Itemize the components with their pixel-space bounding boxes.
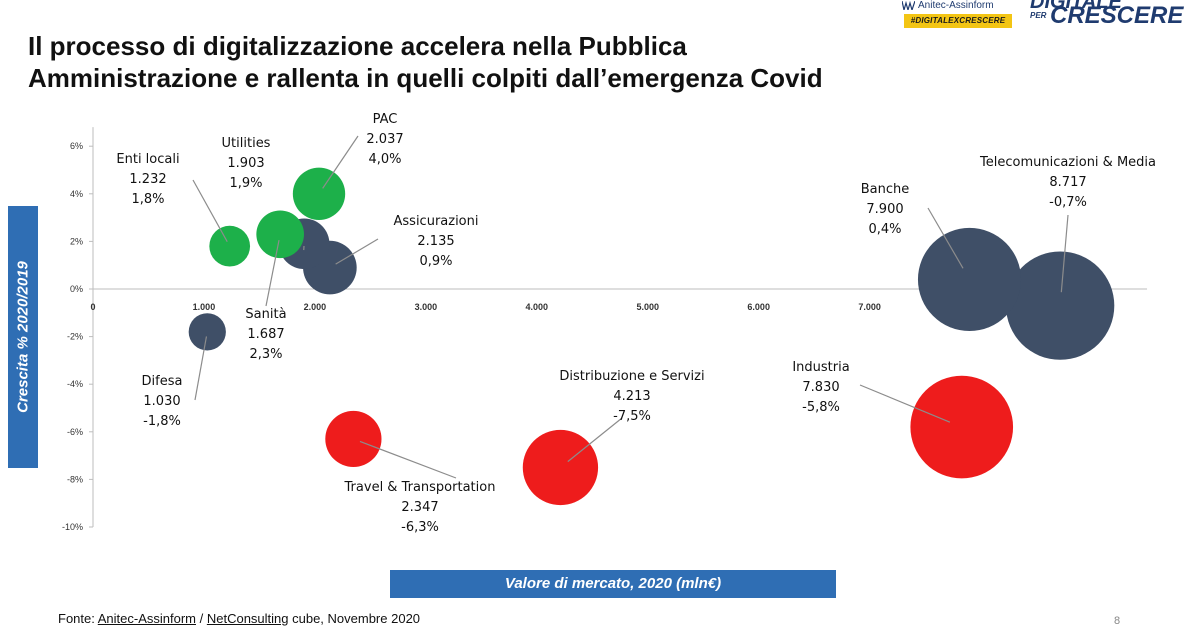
source-prefix: Fonte: [58,611,98,626]
bubble-label-value: 2.037 [366,132,403,147]
bubble-label-growth: 0,9% [419,254,452,269]
leader-line [567,417,623,463]
bubble-label-value: 1.903 [227,156,264,171]
x-tick-label: 1.000 [193,302,216,312]
y-tick-label: 4% [70,189,83,199]
bubble-label-growth: 0,4% [868,222,901,237]
bubble-label-growth: 1,9% [229,176,262,191]
bubble [1005,251,1115,360]
source-suffix: cube, Novembre 2020 [288,611,421,626]
x-tick-label: 7.000 [858,302,881,312]
bubble-label-growth: -1,8% [143,414,181,429]
bubble-label-value: 1.232 [129,172,166,187]
bubble-label-growth: 2,3% [249,347,282,362]
bubble [522,429,599,506]
slide-title-line-1: Il processo di digitalizzazione accelera… [28,31,687,61]
leader-line [194,336,208,401]
bubble-label-name: Industria [792,360,849,375]
bubble-label-value: 2.347 [401,500,438,515]
leader-line [192,179,228,243]
slide-title: Il processo di digitalizzazione accelera… [28,30,1028,94]
y-tick-label: -4% [67,379,83,389]
y-tick-label: 6% [70,141,83,151]
y-axis-title-box: Crescita % 2020/2019 [8,206,38,468]
anitec-assinform-logo: Anitec-Assinform #DIGITALEXCRESCERE [898,0,1020,32]
y-axis-title: Crescita % 2020/2019 [14,261,32,413]
bubble-label-value: 7.830 [802,380,839,395]
source-separator: / [196,611,207,626]
bubble-label-name: PAC [373,112,398,127]
bubble-label-name: Banche [861,182,910,197]
digitale-per-crescere-logo: DIGITALE PER CRESCERE [1024,0,1200,32]
bubble-label-name: Distribuzione e Servizi [559,369,704,384]
bubble-label-name: Enti locali [116,152,179,167]
bubble-label-value: 7.900 [866,202,903,217]
x-tick-label: 3.000 [415,302,438,312]
bubble-label-growth: -7,5% [613,409,651,424]
x-tick-label: 5.000 [636,302,659,312]
bubble-label-name: Telecomunicazioni & Media [979,155,1156,170]
x-tick-label: 6.000 [747,302,770,312]
logo-digitale-text: DIGITALE [1030,0,1122,13]
leader-line [1060,214,1069,293]
leader-lines [192,135,1069,479]
bubble-label-value: 1.687 [247,327,284,342]
bubble-label-value: 4.213 [613,389,650,404]
x-axis-title-box: Valore di mercato, 2020 (mln€) [390,570,836,598]
y-tick-label: -10% [62,522,83,532]
source-note: Fonte: Anitec-Assinform / NetConsulting … [58,611,420,626]
hashtag-badge: #DIGITALEXCRESCERE [904,14,1012,28]
bubble-label-growth: 1,8% [131,192,164,207]
y-tick-label: 0% [70,284,83,294]
bubble-label-growth: -6,3% [401,520,439,535]
y-tick-label: -6% [67,427,83,437]
bubble-label-growth: -0,7% [1049,195,1087,210]
assinform-brand-text: Anitec-Assinform [918,0,994,11]
bubble-label-name: Travel & Transportation [344,480,496,495]
y-tick-labels: 6% 4% 2% 0% -2% -4% -6% -8% -10% [62,141,83,532]
leader-line [322,135,359,189]
logo-crescere-text: CRESCERE [1050,2,1184,29]
bubble-label-value: 2.135 [417,234,454,249]
x-tick-label: 2.000 [304,302,327,312]
leader-line [359,440,457,479]
logo-per-text: PER [1030,11,1047,20]
bubble [917,227,1022,332]
bubble [910,375,1014,479]
bubble-label-growth: -5,8% [802,400,840,415]
slide-title-line-2: Amministrazione e rallenta in quelli col… [28,63,823,93]
y-tick-label: 2% [70,236,83,246]
bubble-label-name: Difesa [142,374,183,389]
bubble-label-name: Sanità [245,307,286,322]
x-axis-title: Valore di mercato, 2020 (mln€) [504,575,722,592]
bubble [188,313,226,351]
x-tick-label: 4.000 [526,302,549,312]
bubble [325,410,382,468]
bubble-label-name: Utilities [222,136,271,151]
leader-line [859,384,951,423]
bubbles [188,167,1115,506]
source-org-2: NetConsulting [206,611,289,626]
bubble [292,167,346,220]
bubble [209,225,251,267]
bubble-label-name: Assicurazioni [394,214,479,229]
leader-line [335,238,379,265]
bubble [256,210,304,259]
y-tick-label: -2% [67,332,83,342]
leader-line [265,239,280,307]
x-tick-label: 0 [90,302,95,312]
source-org-1: Anitec-Assinform [97,611,196,626]
bubble-labels: Enti locali 1.232 1,8% Utilities 1.903 1,9% PA… [116,112,1156,535]
bubble-label-value: 8.717 [1049,175,1086,190]
bubble-label-growth: 4,0% [368,152,401,167]
leader-line [927,207,964,269]
page-number: 8 [1114,615,1121,627]
bubble-label-value: 1.030 [143,394,180,409]
y-tick-label: -8% [67,474,83,484]
